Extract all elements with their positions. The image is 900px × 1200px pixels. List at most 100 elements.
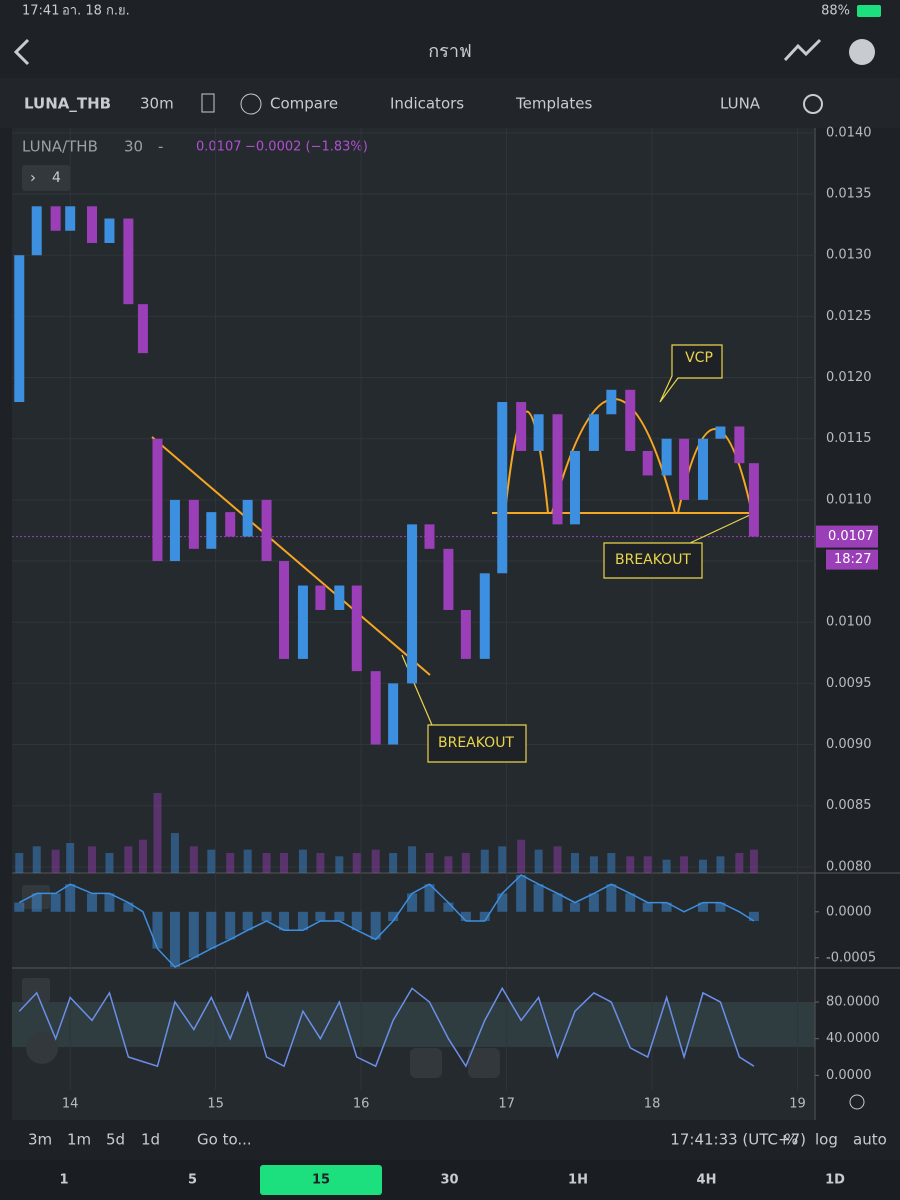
volume-bar [389, 853, 398, 873]
macd-hist [443, 902, 454, 912]
volume-bar [498, 846, 507, 873]
macd-hist [225, 911, 236, 940]
candle-body [315, 585, 326, 610]
macd-hist [31, 893, 42, 912]
drawings [151, 398, 758, 676]
breakout-callout [401, 654, 527, 763]
volume-bar [226, 853, 235, 873]
volume-bar [243, 849, 252, 873]
volume-bar [88, 846, 97, 873]
interval-tab[interactable]: 30 [440, 1173, 458, 1188]
macd-line [18, 874, 755, 968]
pie-icon[interactable] [849, 39, 875, 65]
volume-bar [408, 846, 417, 873]
range-button[interactable]: 1d [141, 1131, 160, 1149]
macd-hist [642, 902, 653, 912]
volume-bar [66, 843, 75, 873]
volume-bar [461, 853, 470, 873]
volume-bar [735, 853, 744, 873]
logo-button[interactable] [26, 1032, 58, 1064]
volume-bar [607, 853, 616, 873]
volume-bar [262, 853, 271, 873]
candle-icon[interactable] [201, 93, 215, 113]
volume-bar [662, 859, 671, 873]
settings-icon[interactable] [803, 94, 823, 114]
interval-tab[interactable]: 5 [188, 1173, 197, 1188]
volume-bar [371, 849, 380, 873]
volume-bar [207, 849, 216, 873]
macd-hist [334, 911, 345, 921]
range-button[interactable]: 3m [28, 1131, 52, 1149]
macd-hist [424, 884, 435, 912]
back-button[interactable] [13, 38, 30, 66]
candle-body [569, 450, 580, 525]
candle-body [87, 206, 98, 243]
compare-icon[interactable] [240, 93, 262, 115]
toolbar-templates[interactable]: Templates [515, 95, 592, 113]
volume-bar [570, 853, 579, 873]
interval-tab[interactable]: 1H [568, 1173, 588, 1188]
axis-settings[interactable] [849, 1094, 865, 1110]
volume-bar [280, 853, 289, 873]
candle-body [169, 499, 180, 562]
macd-hist [552, 893, 563, 912]
volume-bar [480, 849, 489, 873]
candle-body [460, 609, 471, 659]
candle-body [225, 512, 236, 537]
macd-hist [588, 893, 599, 912]
auto[interactable]: auto [853, 1131, 887, 1149]
breakout-callout [603, 513, 753, 579]
candle-body [748, 463, 759, 537]
range-button[interactable]: 1m [67, 1131, 91, 1149]
goto[interactable]: Go to... [197, 1131, 252, 1149]
percent[interactable]: % [784, 1131, 798, 1149]
legend-change: −0.0002 (−1.83%) [245, 140, 368, 155]
macd-hist [261, 911, 272, 921]
interval-tab[interactable]: 1 [59, 1173, 68, 1188]
toolbar-symbol[interactable]: LUNA_THB [24, 95, 111, 113]
macd-hist [65, 884, 76, 912]
candle-body [516, 402, 527, 451]
macd-hist [479, 911, 490, 921]
interval-tab[interactable]: 15 [312, 1173, 330, 1188]
candle-body [206, 512, 217, 549]
candle-body [443, 548, 454, 610]
reset-button[interactable] [468, 1048, 500, 1078]
candle-body [606, 389, 617, 415]
y-tick-label: 0.0140 [826, 125, 872, 140]
pane-toggle[interactable] [22, 978, 50, 1002]
legend-toggle[interactable] [22, 165, 70, 191]
tabs-bg [0, 1160, 900, 1200]
active-tab[interactable] [260, 1165, 382, 1195]
countdown-label: 18:27 [834, 552, 871, 567]
interval-tab[interactable]: 4H [697, 1173, 717, 1188]
toolbar-layout[interactable]: LUNA [720, 95, 761, 113]
legend-dash: - [158, 138, 163, 156]
toolbar-compare[interactable]: Compare [270, 95, 338, 113]
fullscreen-button[interactable] [410, 1048, 442, 1078]
macd-hist [152, 911, 163, 949]
interval-tab[interactable]: 1D [825, 1173, 845, 1188]
log[interactable]: log [815, 1131, 838, 1149]
volume-bar [749, 849, 758, 873]
candle-body [424, 524, 435, 549]
volume-bar [698, 859, 707, 873]
candle-body [625, 389, 636, 451]
toolbar-interval[interactable]: 30m [140, 95, 174, 113]
candle-body [479, 573, 490, 659]
legend-interval: 30 [124, 138, 143, 156]
y-tick-label: 40.0000 [826, 1031, 880, 1046]
volume-bar [626, 856, 635, 873]
candle-body [188, 499, 199, 549]
candle-body [50, 206, 61, 231]
countdown-tag [826, 549, 878, 570]
macd-hist [123, 902, 134, 912]
toolbar-indicators[interactable]: Indicators [390, 95, 464, 113]
vcp-callout [659, 344, 723, 403]
volume-bar [534, 849, 543, 873]
macd-hist [497, 893, 508, 912]
candle-body [123, 218, 134, 305]
macd-hist [206, 911, 217, 949]
chart-icon[interactable] [783, 38, 822, 62]
range-button[interactable]: 5d [106, 1131, 125, 1149]
